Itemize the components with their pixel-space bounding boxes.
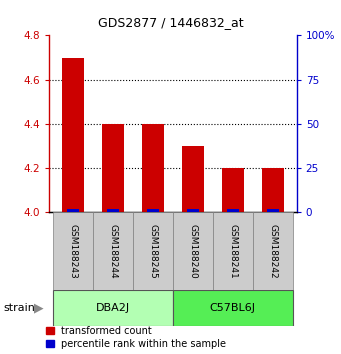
Text: ▶: ▶ <box>34 302 44 314</box>
Text: GSM188244: GSM188244 <box>109 224 118 279</box>
Bar <box>253 212 293 290</box>
Bar <box>68 209 79 212</box>
Text: GDS2877 / 1446832_at: GDS2877 / 1446832_at <box>98 16 243 29</box>
Text: GSM188245: GSM188245 <box>149 224 158 279</box>
Text: GSM188241: GSM188241 <box>228 224 237 279</box>
Legend: transformed count, percentile rank within the sample: transformed count, percentile rank withi… <box>46 326 226 349</box>
Text: DBA2J: DBA2J <box>96 303 130 313</box>
Bar <box>182 146 204 212</box>
Bar <box>267 209 279 212</box>
Text: GSM188240: GSM188240 <box>189 224 197 279</box>
Bar <box>147 209 159 212</box>
Text: GSM188243: GSM188243 <box>69 224 78 279</box>
Bar <box>102 124 124 212</box>
Bar <box>222 168 244 212</box>
Text: GSM188242: GSM188242 <box>268 224 277 279</box>
Bar <box>62 57 84 212</box>
Bar <box>173 290 293 326</box>
Bar <box>187 209 199 212</box>
Bar <box>133 212 173 290</box>
Bar <box>213 212 253 290</box>
Bar <box>262 168 284 212</box>
Bar <box>54 212 93 290</box>
Bar <box>227 209 239 212</box>
Bar <box>107 209 119 212</box>
Bar <box>93 212 133 290</box>
Bar <box>54 290 173 326</box>
Text: strain: strain <box>3 303 35 313</box>
Bar <box>142 124 164 212</box>
Bar <box>173 212 213 290</box>
Text: C57BL6J: C57BL6J <box>210 303 256 313</box>
